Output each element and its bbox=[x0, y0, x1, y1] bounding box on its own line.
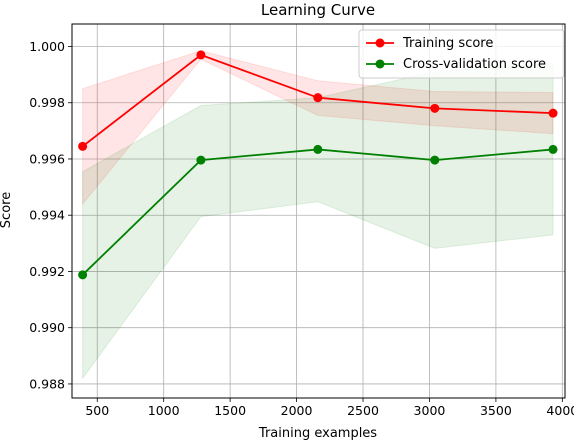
data-point-0 bbox=[313, 93, 323, 103]
confidence-band-1 bbox=[82, 62, 554, 380]
x-tick-label: 2000 bbox=[281, 403, 313, 418]
y-axis-label: Score bbox=[0, 192, 14, 228]
band-layer bbox=[82, 50, 554, 380]
data-point-1 bbox=[78, 270, 88, 280]
data-point-1 bbox=[548, 144, 558, 154]
x-tick-label: 1500 bbox=[214, 403, 246, 418]
legend-box bbox=[358, 29, 565, 79]
legend-marker-cv bbox=[375, 59, 385, 69]
confidence-band-0 bbox=[82, 50, 554, 206]
y-tick-label: 0.994 bbox=[29, 208, 65, 223]
y-axis-ticks: 0.988 0.990 0.992 0.994 0.996 0.998 1.000 bbox=[29, 39, 72, 391]
data-point-1 bbox=[430, 155, 440, 165]
legend: Training score Cross-validation score bbox=[358, 29, 565, 79]
data-point-0 bbox=[548, 108, 558, 118]
x-tick-label: 2500 bbox=[347, 403, 379, 418]
x-axis-label: Training examples bbox=[258, 426, 377, 440]
y-tick-label: 0.990 bbox=[29, 320, 65, 335]
data-point-0 bbox=[78, 141, 88, 151]
line-layer bbox=[78, 50, 558, 280]
plot-frame bbox=[71, 23, 566, 399]
y-tick-label: 1.000 bbox=[29, 39, 65, 54]
y-tick-label: 0.988 bbox=[29, 376, 65, 391]
x-tick-label: 3500 bbox=[480, 403, 512, 418]
x-tick-label: 1000 bbox=[148, 403, 180, 418]
data-point-0 bbox=[196, 50, 206, 60]
y-tick-label: 0.998 bbox=[29, 95, 65, 110]
chart-title: Learning Curve bbox=[261, 1, 375, 19]
grid-layer bbox=[72, 24, 565, 398]
y-tick-label: 0.996 bbox=[29, 151, 65, 166]
x-tick-label: 3000 bbox=[414, 403, 446, 418]
legend-label-cv: Cross-validation score bbox=[403, 57, 546, 72]
data-point-1 bbox=[196, 155, 206, 165]
legend-label-training: Training score bbox=[402, 36, 493, 51]
y-tick-label: 0.992 bbox=[29, 264, 65, 279]
data-point-0 bbox=[430, 103, 440, 113]
x-tick-label: 500 bbox=[85, 403, 109, 418]
data-point-1 bbox=[313, 144, 323, 154]
legend-marker-training bbox=[375, 38, 385, 48]
